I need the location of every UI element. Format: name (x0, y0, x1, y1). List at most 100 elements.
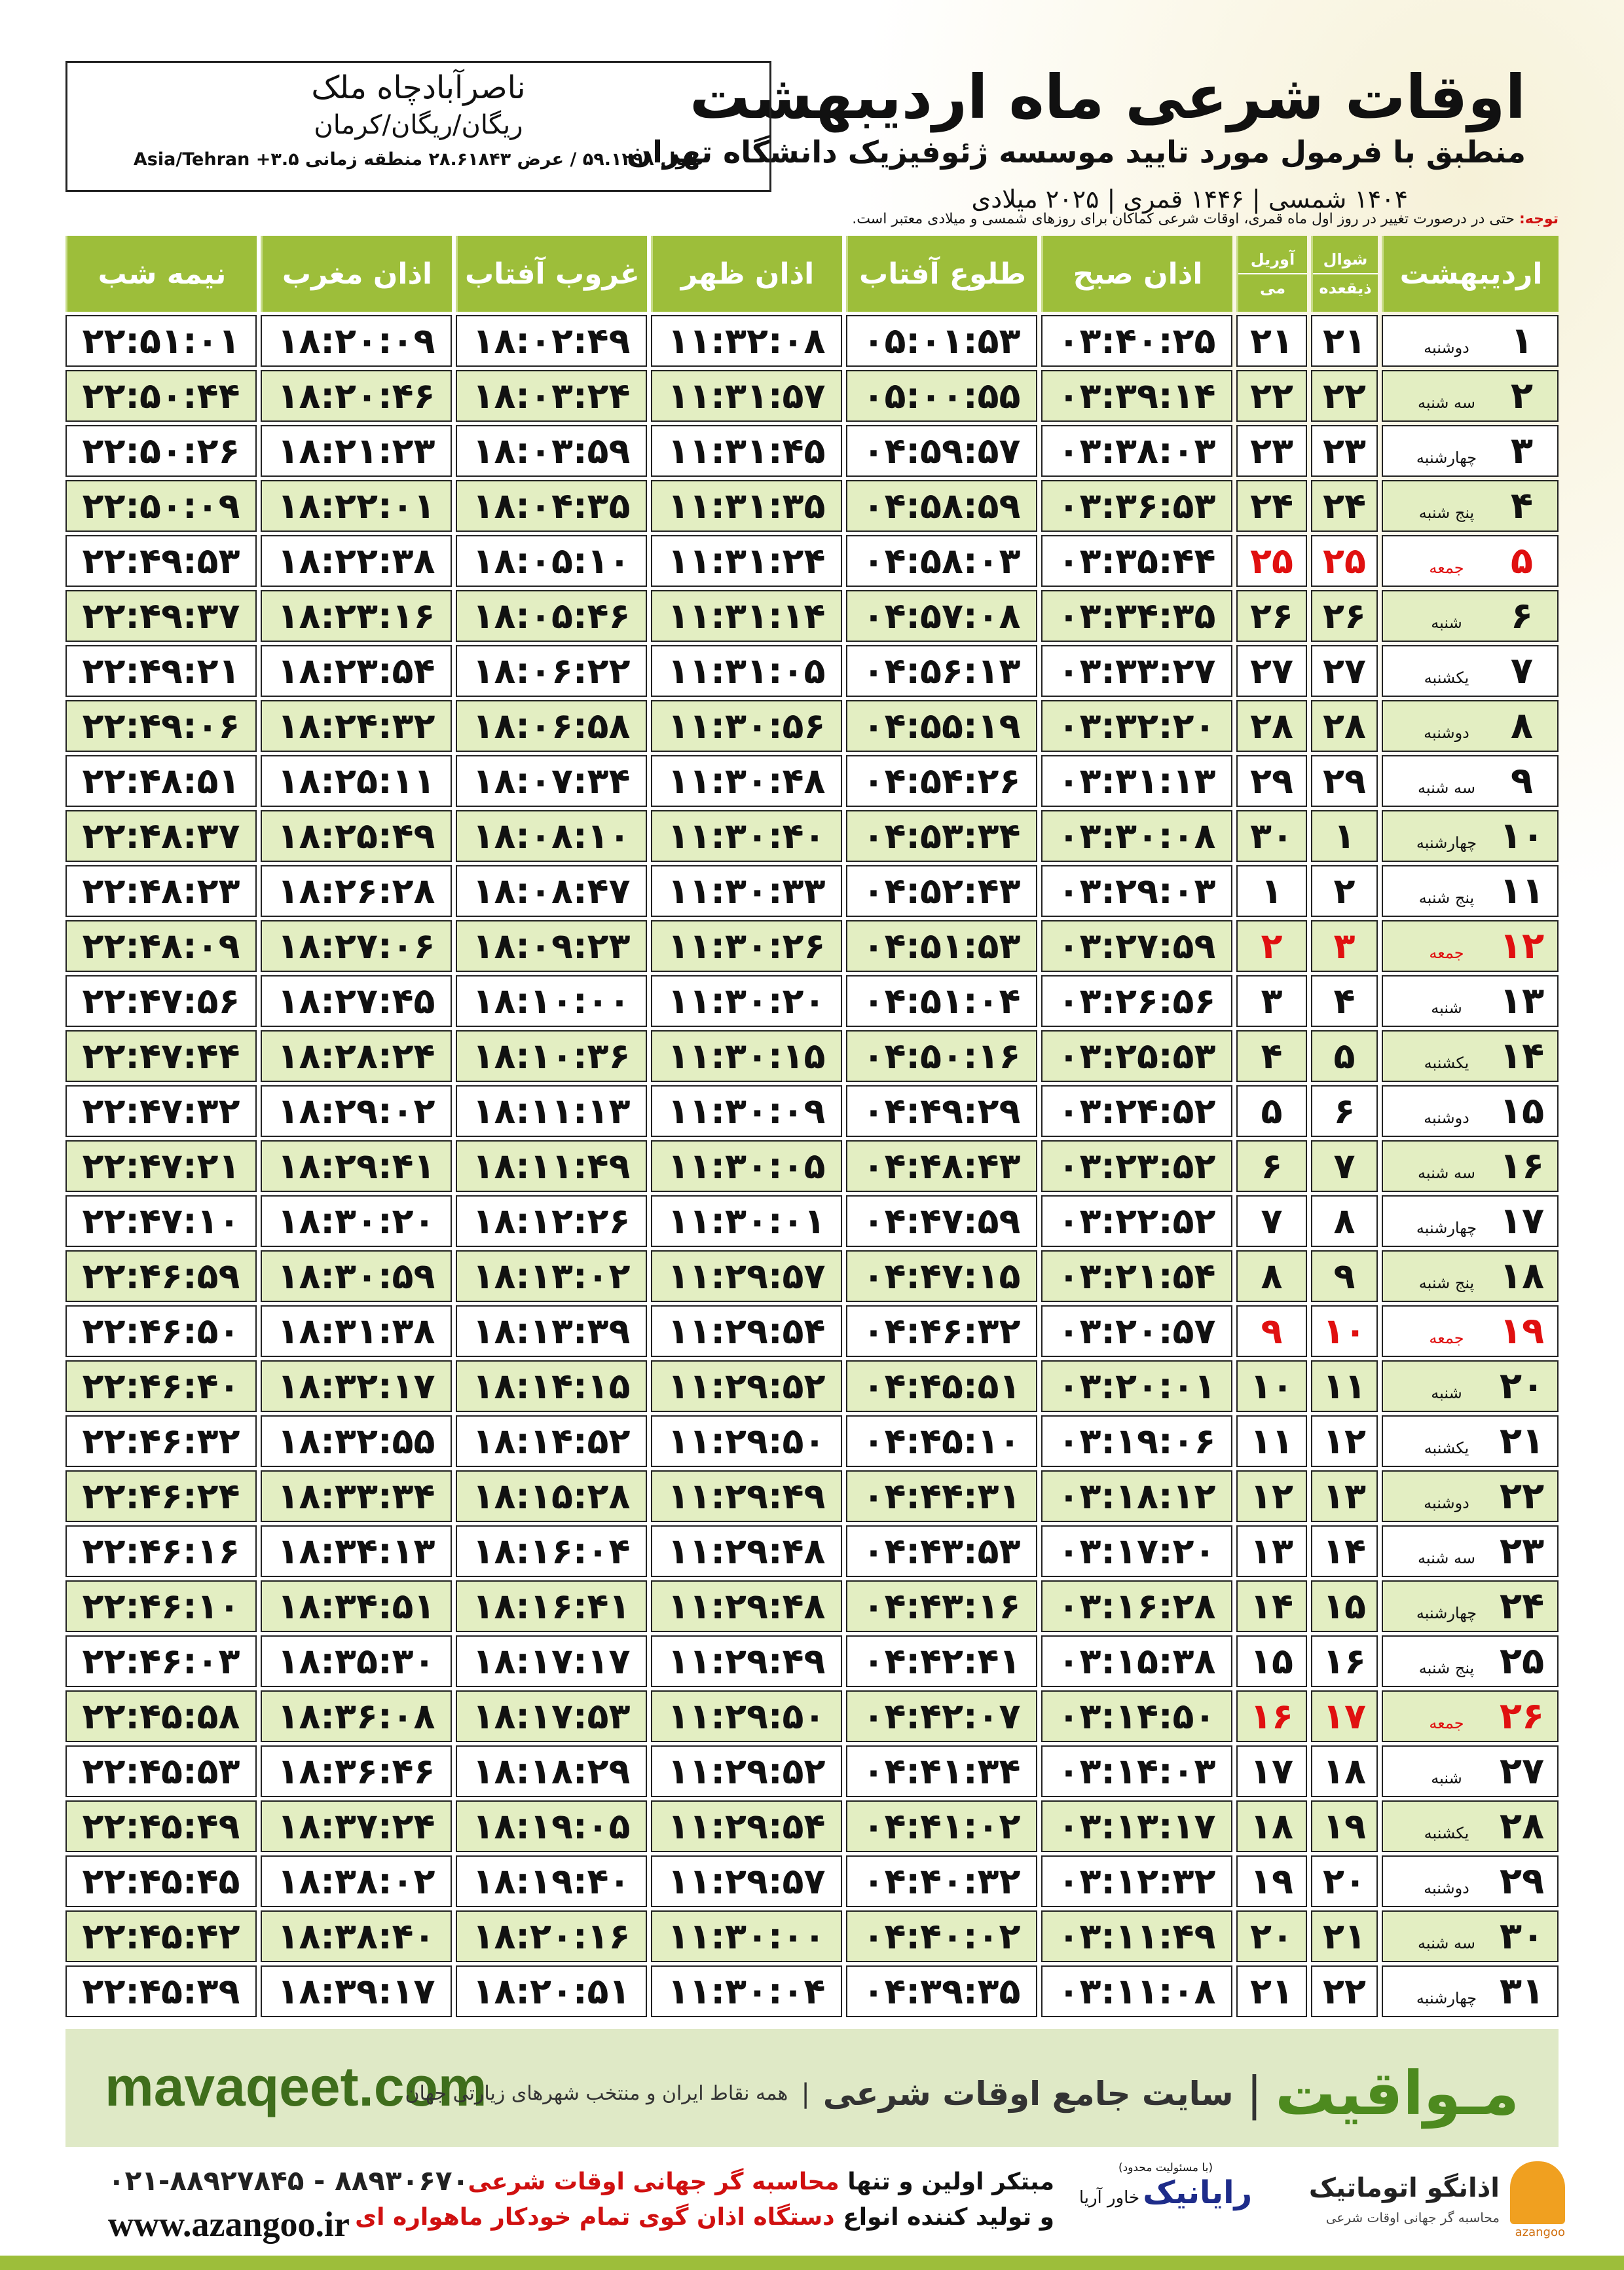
hijri-day: ۲۹ (1311, 755, 1378, 807)
time: ۲۲:۴۷:۴۴ (65, 1030, 257, 1082)
day-number: ۱۰ (1499, 815, 1545, 857)
time: ۲۲:۴۶:۱۰ (65, 1580, 257, 1632)
time: ۱۱:۲۹:۵۷ (651, 1250, 842, 1302)
website: www.azangoo.ir (108, 2205, 350, 2244)
hijri-day: ۱۵ (1311, 1580, 1378, 1632)
day-cell: ۲۹ دوشنبه (1382, 1855, 1559, 1907)
time: ۰۴:۵۴:۲۶ (846, 755, 1037, 807)
hijri-day: ۱۳ (1311, 1470, 1378, 1522)
day-number: ۳ (1510, 430, 1534, 472)
day-number: ۱۵ (1499, 1090, 1545, 1132)
time: ۰۴:۴۲:۰۷ (846, 1690, 1037, 1742)
weekday: دوشنبه (1424, 339, 1469, 357)
time: ۰۳:۲۹:۰۳ (1041, 865, 1232, 917)
hijri-day: ۵ (1311, 1030, 1378, 1082)
time: ۲۲:۴۷:۱۰ (65, 1195, 257, 1247)
time: ۱۱:۲۹:۵۴ (651, 1800, 842, 1852)
time: ۰۳:۱۴:۵۰ (1041, 1690, 1232, 1742)
time: ۱۱:۲۹:۵۰ (651, 1415, 842, 1467)
gregorian-day: ۱۰ (1236, 1360, 1307, 1412)
day-number: ۲۴ (1499, 1585, 1545, 1628)
time: ۰۳:۱۱:۴۹ (1041, 1910, 1232, 1962)
bottom-line (0, 2256, 1624, 2270)
subtitle: منطبق با فرمول مورد تایید موسسه ژئوفیزیک… (626, 134, 1526, 170)
time: ۰۴:۴۷:۱۵ (846, 1250, 1037, 1302)
partner-name: رایانیک (1143, 2174, 1253, 2211)
table-body: ۱دوشنبه ۲۱ ۲۱ ۰۳:۴۰:۲۵ ۰۵:۰۱:۵۳ ۱۱:۳۲:۰۸ ۱۸:۰۲… (65, 315, 1559, 2017)
day-cell: ۶ شنبه (1382, 590, 1559, 642)
day-cell: ۱۴ یکشنبه (1382, 1030, 1559, 1082)
hijri-day: ۲۳ (1311, 425, 1378, 477)
time: ۱۱:۲۹:۴۹ (651, 1635, 842, 1687)
promo-highlight: محاسبه گر جهانی اوقات شرعی (468, 2168, 840, 2195)
header-gregorian-name: می (1238, 273, 1307, 302)
time: ۲۲:۴۶:۵۰ (65, 1305, 257, 1357)
time: ۱۱:۳۰:۰۴ (651, 1965, 842, 2017)
time: ۰۴:۵۸:۵۹ (846, 480, 1037, 532)
time: ۲۲:۴۵:۵۳ (65, 1745, 257, 1797)
time: ۱۸:۱۲:۲۶ (456, 1195, 647, 1247)
time: ۱۸:۲۰:۴۶ (261, 370, 452, 422)
time: ۱۱:۳۰:۴۸ (651, 755, 842, 807)
weekday: یکشنبه (1424, 1439, 1469, 1457)
time: ۱۸:۲۱:۲۳ (261, 425, 452, 477)
day-number: ۶ (1510, 595, 1534, 637)
day-number: ۲۵ (1499, 1640, 1545, 1683)
day-number: ۵ (1510, 540, 1534, 582)
logo-sub: محاسبه گر جهانی اوقات شرعی (1325, 2210, 1500, 2225)
day-number: ۱۶ (1499, 1145, 1545, 1187)
day-cell: ۲۳ سه شنبه (1382, 1525, 1559, 1577)
gregorian-day: ۱ (1236, 865, 1307, 917)
time: ۰۳:۳۳:۲۷ (1041, 645, 1232, 697)
time: ۰۳:۱۹:۰۶ (1041, 1415, 1232, 1467)
time: ۱۸:۲۹:۰۲ (261, 1085, 452, 1137)
hijri-day: ۲۰ (1311, 1855, 1378, 1907)
time: ۰۴:۴۳:۱۶ (846, 1580, 1037, 1632)
hijri-day: ۱۲ (1311, 1415, 1378, 1467)
day-number: ۲۳ (1499, 1530, 1545, 1572)
time: ۲۲:۴۶:۰۳ (65, 1635, 257, 1687)
header-hijri: شوال ذیقعده (1311, 236, 1378, 312)
time: ۱۸:۲۸:۲۴ (261, 1030, 452, 1082)
day-number: ۲۹ (1499, 1860, 1545, 1903)
promo-highlight: دستگاه اذان گوی تمام خودکار ماهواره ای (355, 2204, 835, 2231)
time: ۲۲:۴۵:۴۵ (65, 1855, 257, 1907)
time: ۱۸:۲۷:۴۵ (261, 975, 452, 1027)
table-row: ۱۸ پنج شنبه ۹ ۸ ۰۳:۲۱:۵۴ ۰۴:۴۷:۱۵ ۱۱:۲۹:۵۷ ۱۸:۱… (65, 1250, 1559, 1302)
time: ۱۸:۳۶:۴۶ (261, 1745, 452, 1797)
day-cell: ۳۱ چهارشنبه (1382, 1965, 1559, 2017)
time: ۲۲:۴۵:۴۲ (65, 1910, 257, 1962)
time: ۲۲:۴۸:۳۷ (65, 810, 257, 862)
gregorian-day: ۱۹ (1236, 1855, 1307, 1907)
header-hijri-name: ذیقعده (1313, 273, 1378, 302)
promo: مبتکر اولین و تنها محاسبه گر جهانی اوقات… (355, 2165, 1054, 2235)
weekday: شنبه (1431, 1769, 1462, 1787)
day-cell: ۱۹ جمعه (1382, 1305, 1559, 1357)
time: ۲۲:۴۷:۵۶ (65, 975, 257, 1027)
day-cell: ۹ سه شنبه (1382, 755, 1559, 807)
header-month: اردیبهشت (1382, 236, 1559, 312)
time: ۱۱:۳۰:۲۰ (651, 975, 842, 1027)
separator: | (1246, 2066, 1263, 2121)
time: ۰۴:۴۱:۳۴ (846, 1745, 1037, 1797)
time: ۲۲:۵۰:۲۶ (65, 425, 257, 477)
day-cell: ۲۷ شنبه (1382, 1745, 1559, 1797)
day-cell: ۲ سه شنبه (1382, 370, 1559, 422)
logo-icon (1510, 2161, 1565, 2224)
gregorian-day: ۱۲ (1236, 1470, 1307, 1522)
weekday: چهارشنبه (1416, 449, 1477, 467)
time: ۱۱:۳۰:۳۳ (651, 865, 842, 917)
day-cell: ۲۰ شنبه (1382, 1360, 1559, 1412)
time: ۱۱:۲۹:۴۸ (651, 1525, 842, 1577)
time: ۱۸:۲۵:۴۹ (261, 810, 452, 862)
day-cell: ۱۰ چهارشنبه (1382, 810, 1559, 862)
table-row: ۲۲ دوشنبه ۱۳ ۱۲ ۰۳:۱۸:۱۲ ۰۴:۴۴:۳۱ ۱۱:۲۹:۴۹ ۱۸:۱… (65, 1470, 1559, 1522)
time: ۲۲:۴۹:۲۱ (65, 645, 257, 697)
weekday: سه شنبه (1417, 1164, 1476, 1182)
time: ۰۴:۵۶:۱۳ (846, 645, 1037, 697)
day-cell: ۲۸ یکشنبه (1382, 1800, 1559, 1852)
time: ۲۲:۴۷:۳۲ (65, 1085, 257, 1137)
time: ۰۴:۴۰:۳۲ (846, 1855, 1037, 1907)
time: ۰۴:۵۸:۰۳ (846, 535, 1037, 587)
hijri-day: ۲۸ (1311, 700, 1378, 752)
